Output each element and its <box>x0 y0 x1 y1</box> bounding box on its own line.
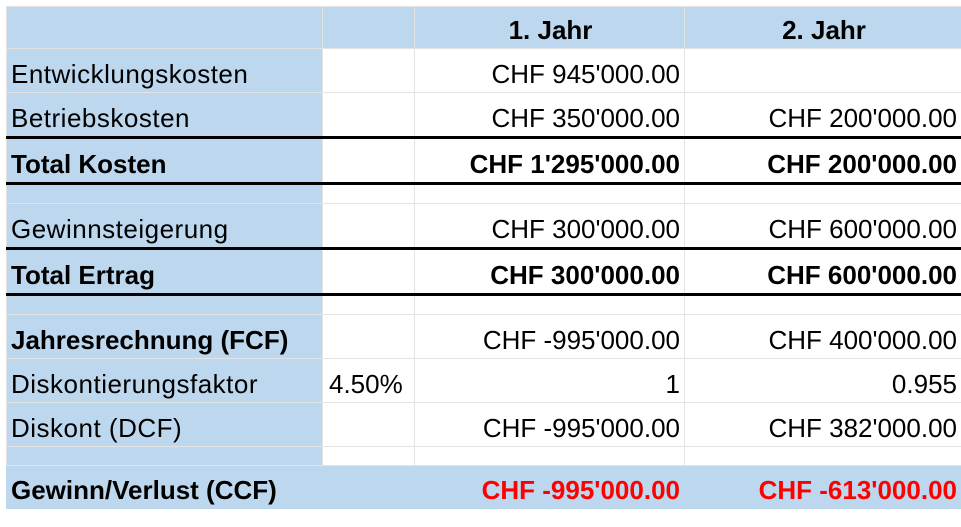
spacer-cell[interactable] <box>322 183 415 204</box>
betriebskosten-year-1[interactable]: CHF 350'000.00 <box>414 92 685 138</box>
fcf-year-2[interactable]: CHF 400'000.00 <box>684 314 961 359</box>
total-ertrag-year-1[interactable]: CHF 300'000.00 <box>414 247 685 296</box>
faktor-year-1[interactable]: 1 <box>414 358 685 403</box>
spacer-cell[interactable] <box>414 183 685 204</box>
spacer-row <box>6 294 961 315</box>
cell-blank[interactable] <box>322 92 415 138</box>
entwicklungskosten-year-1[interactable]: CHF 945'000.00 <box>414 48 685 93</box>
row-betriebskosten: Betriebskosten CHF 350'000.00 CHF 200'00… <box>6 92 961 138</box>
cost-table: 1. Jahr 2. Jahr Entwicklungskosten CHF 9… <box>6 6 961 509</box>
spacer-cell[interactable] <box>684 446 961 466</box>
row-diskontierungsfaktor: Diskontierungsfaktor 4.50% 1 0.955 <box>6 358 961 403</box>
spacer-cell[interactable] <box>684 183 961 204</box>
ccf-year-2[interactable]: CHF -613'000.00 <box>684 465 961 509</box>
label-entwicklungskosten[interactable]: Entwicklungskosten <box>6 48 323 93</box>
spacer-cell[interactable] <box>322 446 415 466</box>
spacer-cell[interactable] <box>414 446 685 466</box>
spacer-row <box>6 183 961 204</box>
cell-blank[interactable] <box>322 48 415 93</box>
gewinnsteigerung-year-1[interactable]: CHF 300'000.00 <box>414 203 685 249</box>
label-diskont-dcf[interactable]: Diskont (DCF) <box>6 402 323 447</box>
header-blank-cell-2[interactable] <box>322 6 415 49</box>
cell-blank[interactable] <box>322 402 415 447</box>
dcf-year-2[interactable]: CHF 382'000.00 <box>684 402 961 447</box>
total-kosten-year-1[interactable]: CHF 1'295'000.00 <box>414 136 685 185</box>
cell-blank[interactable] <box>322 136 415 185</box>
header-year-1[interactable]: 1. Jahr <box>414 6 685 49</box>
header-row: 1. Jahr 2. Jahr <box>6 6 961 49</box>
row-total-kosten: Total Kosten CHF 1'295'000.00 CHF 200'00… <box>6 136 961 185</box>
spacer-cell[interactable] <box>6 294 323 315</box>
cell-blank[interactable] <box>322 314 415 359</box>
spacer-cell[interactable] <box>6 446 323 466</box>
row-gewinnsteigerung: Gewinnsteigerung CHF 300'000.00 CHF 600'… <box>6 203 961 249</box>
spacer-cell[interactable] <box>6 183 323 204</box>
betriebskosten-year-2[interactable]: CHF 200'000.00 <box>684 92 961 138</box>
row-entwicklungskosten: Entwicklungskosten CHF 945'000.00 <box>6 48 961 93</box>
dcf-year-1[interactable]: CHF -995'000.00 <box>414 402 685 447</box>
row-diskont-dcf: Diskont (DCF) CHF -995'000.00 CHF 382'00… <box>6 402 961 447</box>
label-gewinn-verlust-ccf[interactable]: Gewinn/Verlust (CCF) <box>6 465 323 509</box>
label-betriebskosten[interactable]: Betriebskosten <box>6 92 323 138</box>
label-total-ertrag[interactable]: Total Ertrag <box>6 247 323 296</box>
gewinnsteigerung-year-2[interactable]: CHF 600'000.00 <box>684 203 961 249</box>
cell-blank[interactable] <box>322 247 415 296</box>
total-ertrag-year-2[interactable]: CHF 600'000.00 <box>684 247 961 296</box>
header-blank-cell[interactable] <box>6 6 323 49</box>
spreadsheet: 1. Jahr 2. Jahr Entwicklungskosten CHF 9… <box>6 6 961 527</box>
label-diskontierungsfaktor[interactable]: Diskontierungsfaktor <box>6 358 323 403</box>
discount-rate-cell[interactable]: 4.50% <box>322 358 415 403</box>
row-gewinn-verlust-ccf: Gewinn/Verlust (CCF) CHF -995'000.00 CHF… <box>6 465 961 509</box>
spacer-cell[interactable] <box>414 294 685 315</box>
spacer-cell[interactable] <box>684 294 961 315</box>
total-kosten-year-2[interactable]: CHF 200'000.00 <box>684 136 961 185</box>
spacer-row <box>6 446 961 466</box>
label-gewinnsteigerung[interactable]: Gewinnsteigerung <box>6 203 323 249</box>
cell-blank[interactable] <box>322 203 415 249</box>
label-total-kosten[interactable]: Total Kosten <box>6 136 323 185</box>
header-year-2[interactable]: 2. Jahr <box>684 6 961 49</box>
fcf-year-1[interactable]: CHF -995'000.00 <box>414 314 685 359</box>
label-jahresrechnung-fcf[interactable]: Jahresrechnung (FCF) <box>6 314 323 359</box>
row-total-ertrag: Total Ertrag CHF 300'000.00 CHF 600'000.… <box>6 247 961 296</box>
cell-blank[interactable] <box>322 465 415 509</box>
spacer-cell[interactable] <box>322 294 415 315</box>
row-jahresrechnung-fcf: Jahresrechnung (FCF) CHF -995'000.00 CHF… <box>6 314 961 359</box>
faktor-year-2[interactable]: 0.955 <box>684 358 961 403</box>
ccf-year-1[interactable]: CHF -995'000.00 <box>414 465 685 509</box>
entwicklungskosten-year-2[interactable] <box>684 48 961 93</box>
